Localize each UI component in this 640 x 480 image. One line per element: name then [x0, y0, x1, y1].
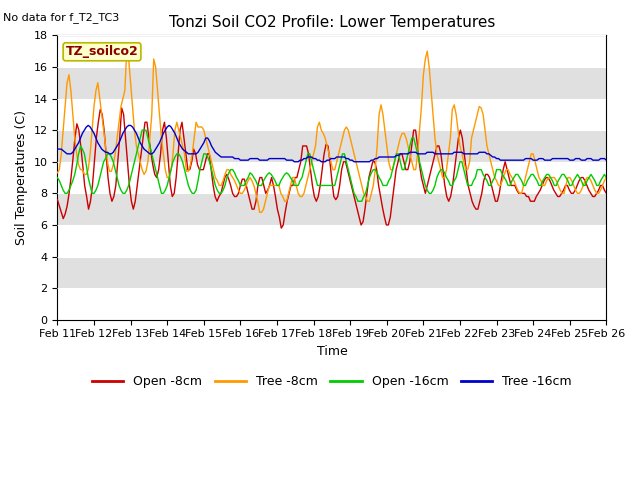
Legend: Open -8cm, Tree -8cm, Open -16cm, Tree -16cm: Open -8cm, Tree -8cm, Open -16cm, Tree -…: [87, 370, 577, 393]
Bar: [58, 36, 606, 67]
X-axis label: Time: Time: [317, 345, 348, 358]
Y-axis label: Soil Temperatures (C): Soil Temperatures (C): [15, 110, 28, 245]
Bar: [58, 193, 606, 225]
Bar: [58, 256, 606, 288]
Bar: [58, 288, 606, 320]
Bar: [58, 98, 606, 130]
Title: Tonzi Soil CO2 Profile: Lower Temperatures: Tonzi Soil CO2 Profile: Lower Temperatur…: [169, 15, 495, 30]
Bar: [58, 67, 606, 98]
Bar: [58, 225, 606, 256]
Bar: [58, 162, 606, 193]
Text: No data for f_T2_TC3: No data for f_T2_TC3: [3, 12, 120, 23]
Text: TZ_soilco2: TZ_soilco2: [66, 45, 138, 58]
Bar: [58, 130, 606, 162]
